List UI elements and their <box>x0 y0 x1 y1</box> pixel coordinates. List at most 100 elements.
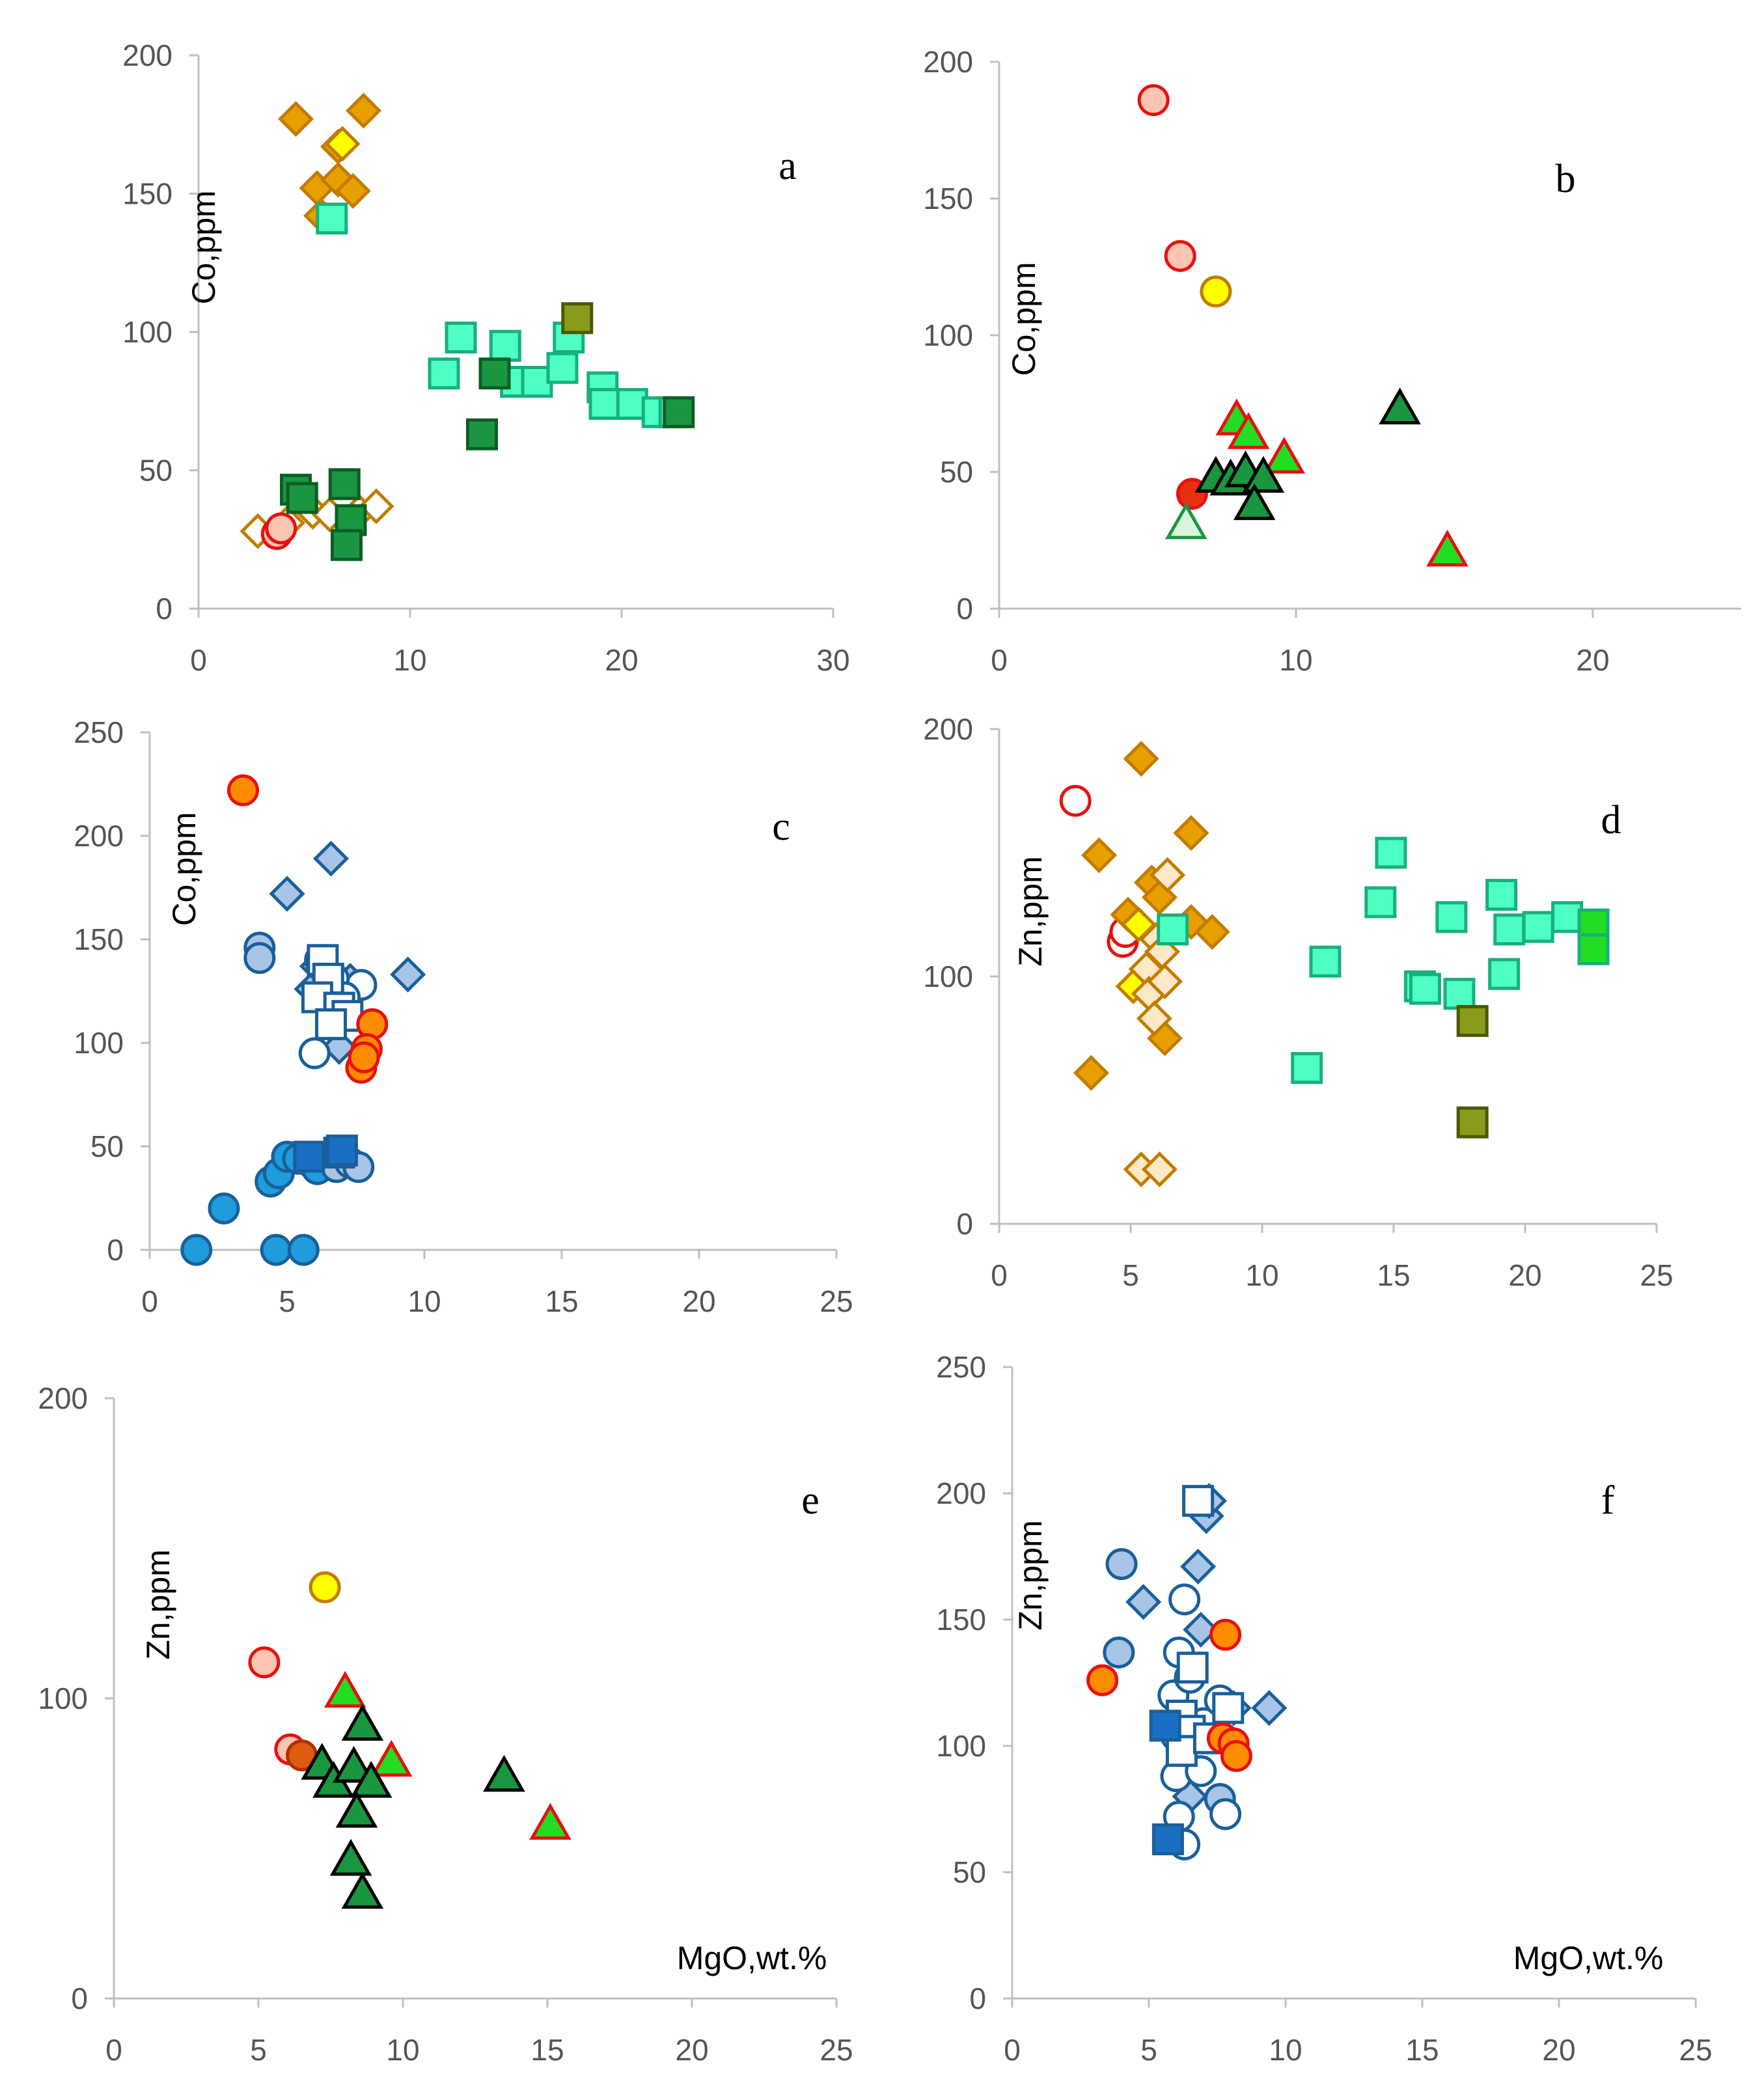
y-tick-label: 0 <box>107 1233 124 1267</box>
data-point <box>269 876 305 912</box>
series-olive-square <box>561 302 594 335</box>
data-point <box>1493 913 1526 946</box>
data-point <box>1251 1690 1288 1726</box>
data-point <box>390 956 426 993</box>
x-tick-label: 10 <box>386 2033 419 2067</box>
y-tick-label: 50 <box>90 1129 124 1163</box>
data-point <box>483 1754 525 1792</box>
x-tick-label: 5 <box>1140 2033 1157 2067</box>
y-tick-label: 0 <box>156 592 172 626</box>
data-point <box>1263 436 1306 474</box>
x-tick-label: 15 <box>545 1284 578 1318</box>
x-tick-label: 10 <box>407 1284 441 1318</box>
data-point <box>1194 914 1230 950</box>
data-point <box>180 1234 213 1266</box>
data-point <box>478 357 511 390</box>
data-point <box>1105 1548 1138 1581</box>
data-point <box>328 468 361 501</box>
x-tick-label: 10 <box>393 643 426 677</box>
x-tick-label: 0 <box>141 1284 158 1318</box>
data-point <box>227 774 259 807</box>
y-tick-label: 200 <box>74 819 124 853</box>
x-tick-label: 0 <box>1004 2033 1021 2067</box>
data-point <box>350 1761 393 1798</box>
data-point <box>546 352 579 384</box>
data-point <box>1150 857 1186 893</box>
x-tick-label: 5 <box>250 2033 267 2067</box>
series-red-circle <box>260 512 297 550</box>
series-blue-square <box>293 1134 358 1173</box>
data-point <box>466 418 498 450</box>
x-tick-label: 10 <box>1279 643 1312 677</box>
panel-f: 0 50 100 150 200 250 0 5 10 15 20 25 Zn,ppm MgO,wt.% f <box>936 1350 1712 2067</box>
panel-letter: b <box>1556 157 1576 201</box>
y-tick-label: 100 <box>923 960 973 993</box>
data-point <box>1146 963 1183 1000</box>
data-point <box>1149 1709 1181 1742</box>
series-yellow-circle <box>1200 275 1232 308</box>
data-point <box>1577 933 1610 965</box>
y-tick-label: 200 <box>923 712 973 746</box>
series-yellow-diamond <box>324 126 361 162</box>
data-point <box>1165 502 1207 540</box>
data-point <box>286 482 318 514</box>
series-dark-triangle <box>1194 387 1421 520</box>
series-lime-triangle <box>1215 398 1468 567</box>
x-tick-label: 15 <box>1377 1258 1410 1292</box>
data-point <box>248 1646 281 1679</box>
y-tick-label: 250 <box>74 715 124 749</box>
panel-letter: e <box>801 1478 820 1523</box>
series-olive-square <box>1456 1004 1489 1139</box>
x-tick-label: 5 <box>1122 1258 1139 1292</box>
x-tick-label: 15 <box>531 2033 564 2067</box>
data-point <box>1182 1485 1215 1517</box>
data-point <box>341 1704 384 1741</box>
y-tick-label: 0 <box>956 592 973 626</box>
x-tick-label: 20 <box>1576 643 1609 677</box>
panel-e: 0 100 200 0 5 10 15 20 25 Zn,ppm MgO,wt.% e <box>38 1381 853 2067</box>
data-point <box>324 1670 366 1708</box>
data-point <box>1183 1611 1219 1648</box>
data-point <box>309 1571 341 1603</box>
x-tick-label: 30 <box>816 643 849 677</box>
y-tick-label: 50 <box>139 454 172 488</box>
data-point <box>1435 901 1468 933</box>
y-tick-label: 200 <box>38 1381 88 1415</box>
series-lime-triangle <box>324 1670 572 1840</box>
x-tick-label: 25 <box>1679 2033 1712 2067</box>
data-point <box>265 512 297 545</box>
data-point <box>1125 1584 1162 1620</box>
y-tick-label: 100 <box>38 1681 88 1715</box>
y-axis-title: Zn,ppm <box>1012 1520 1049 1631</box>
y-tick-label: 100 <box>122 315 172 349</box>
x-tick-label: 0 <box>105 2033 122 2067</box>
series-orange-red-circle <box>1086 1618 1252 1773</box>
data-point <box>260 1234 292 1266</box>
data-point <box>1485 879 1518 911</box>
x-tick-label: 5 <box>279 1284 296 1318</box>
data-point <box>293 1140 325 1173</box>
y-axis-title: Zn,ppm <box>1012 856 1049 967</box>
y-tick-label: 150 <box>122 177 172 211</box>
y-tick-label: 200 <box>936 1476 986 1510</box>
data-point <box>287 1234 320 1266</box>
data-point <box>1059 784 1092 817</box>
data-point <box>1086 1664 1119 1696</box>
data-point <box>1309 945 1342 978</box>
series-yellow-circle <box>309 1571 341 1603</box>
x-tick-label: 25 <box>1640 1258 1673 1292</box>
data-point <box>1364 886 1397 919</box>
y-tick-label: 100 <box>936 1729 986 1763</box>
data-point <box>1426 529 1468 567</box>
y-axis-title: Co,ppm <box>1006 262 1042 376</box>
data-point <box>1409 973 1441 1005</box>
data-point <box>315 1008 348 1040</box>
data-point <box>1233 483 1276 520</box>
data-point <box>529 1803 572 1840</box>
data-point <box>1212 1692 1245 1724</box>
x-tick-label: 0 <box>991 1258 1008 1292</box>
data-point <box>1456 1106 1489 1139</box>
panel-c: 0 50 100 150 200 250 0 5 10 15 20 25 Co,ppm c <box>74 715 853 1318</box>
data-point <box>1123 741 1159 777</box>
